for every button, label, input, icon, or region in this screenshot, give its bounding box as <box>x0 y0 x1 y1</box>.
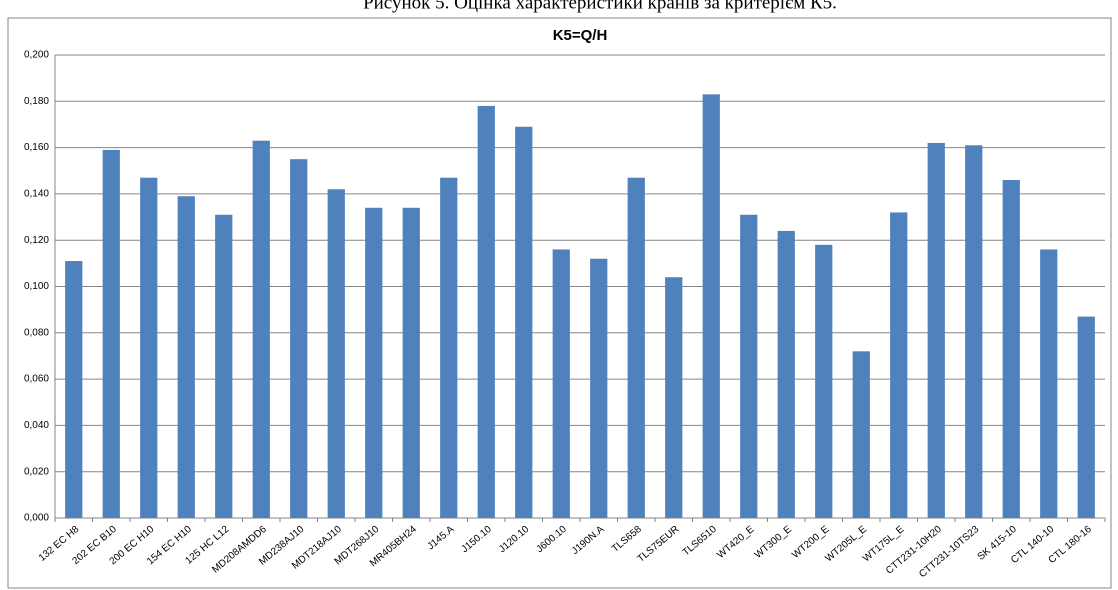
bar <box>440 177 458 518</box>
bar <box>665 277 683 518</box>
x-tick-label: J120.10 <box>497 524 532 556</box>
bar <box>477 105 495 519</box>
x-tick-label: WT300_E <box>753 524 794 561</box>
bar <box>327 189 345 518</box>
chart-title: K5=Q/H <box>553 27 608 44</box>
bar <box>740 214 758 519</box>
y-tick-label: 0,160 <box>24 142 49 153</box>
y-tick-label: 0,100 <box>24 281 49 292</box>
y-tick-label: 0,200 <box>24 50 49 61</box>
y-tick-label: 0,080 <box>24 327 49 338</box>
bar <box>927 142 945 518</box>
y-tick-label: 0,040 <box>24 420 49 431</box>
bar <box>852 351 870 518</box>
x-tick-label: TLS6510 <box>681 524 719 559</box>
y-tick-label: 0,060 <box>24 374 49 385</box>
bar <box>1002 180 1020 518</box>
chart-frame <box>7 17 1112 589</box>
bar <box>815 244 833 518</box>
y-tick-label: 0,180 <box>24 96 49 107</box>
x-tick-label: J150.10 <box>460 524 495 556</box>
x-tick-label: J145.A <box>425 524 456 553</box>
bar <box>365 207 383 519</box>
x-tick-label: J190N.A <box>570 524 607 557</box>
bar <box>215 214 233 519</box>
bar <box>1077 316 1095 518</box>
bar <box>627 177 645 518</box>
bar <box>515 126 533 518</box>
x-tick-label: TLS75EUR <box>636 524 682 565</box>
bar <box>402 207 420 519</box>
x-tick-label: J600.10 <box>535 524 570 556</box>
bar <box>1040 249 1058 518</box>
bar <box>177 196 195 518</box>
y-tick-label: 0,020 <box>24 466 49 477</box>
bar <box>702 94 720 518</box>
bar <box>965 145 983 518</box>
y-tick-label: 0,120 <box>24 235 49 246</box>
bar <box>590 258 608 518</box>
bar <box>102 149 120 519</box>
y-tick-label: 0,000 <box>24 513 49 524</box>
x-tick-label: TLS658 <box>610 524 644 555</box>
bar <box>552 249 570 518</box>
x-tick-label: WT420_E <box>715 524 756 561</box>
bar <box>777 230 795 518</box>
y-tick-label: 0,140 <box>24 189 49 200</box>
bar <box>140 177 158 518</box>
bar <box>290 159 308 519</box>
bar <box>890 212 908 519</box>
bar <box>65 261 83 518</box>
figure-caption: Рисунок 5. Оцінка характеристики кранів … <box>363 0 837 13</box>
bar <box>252 140 270 518</box>
